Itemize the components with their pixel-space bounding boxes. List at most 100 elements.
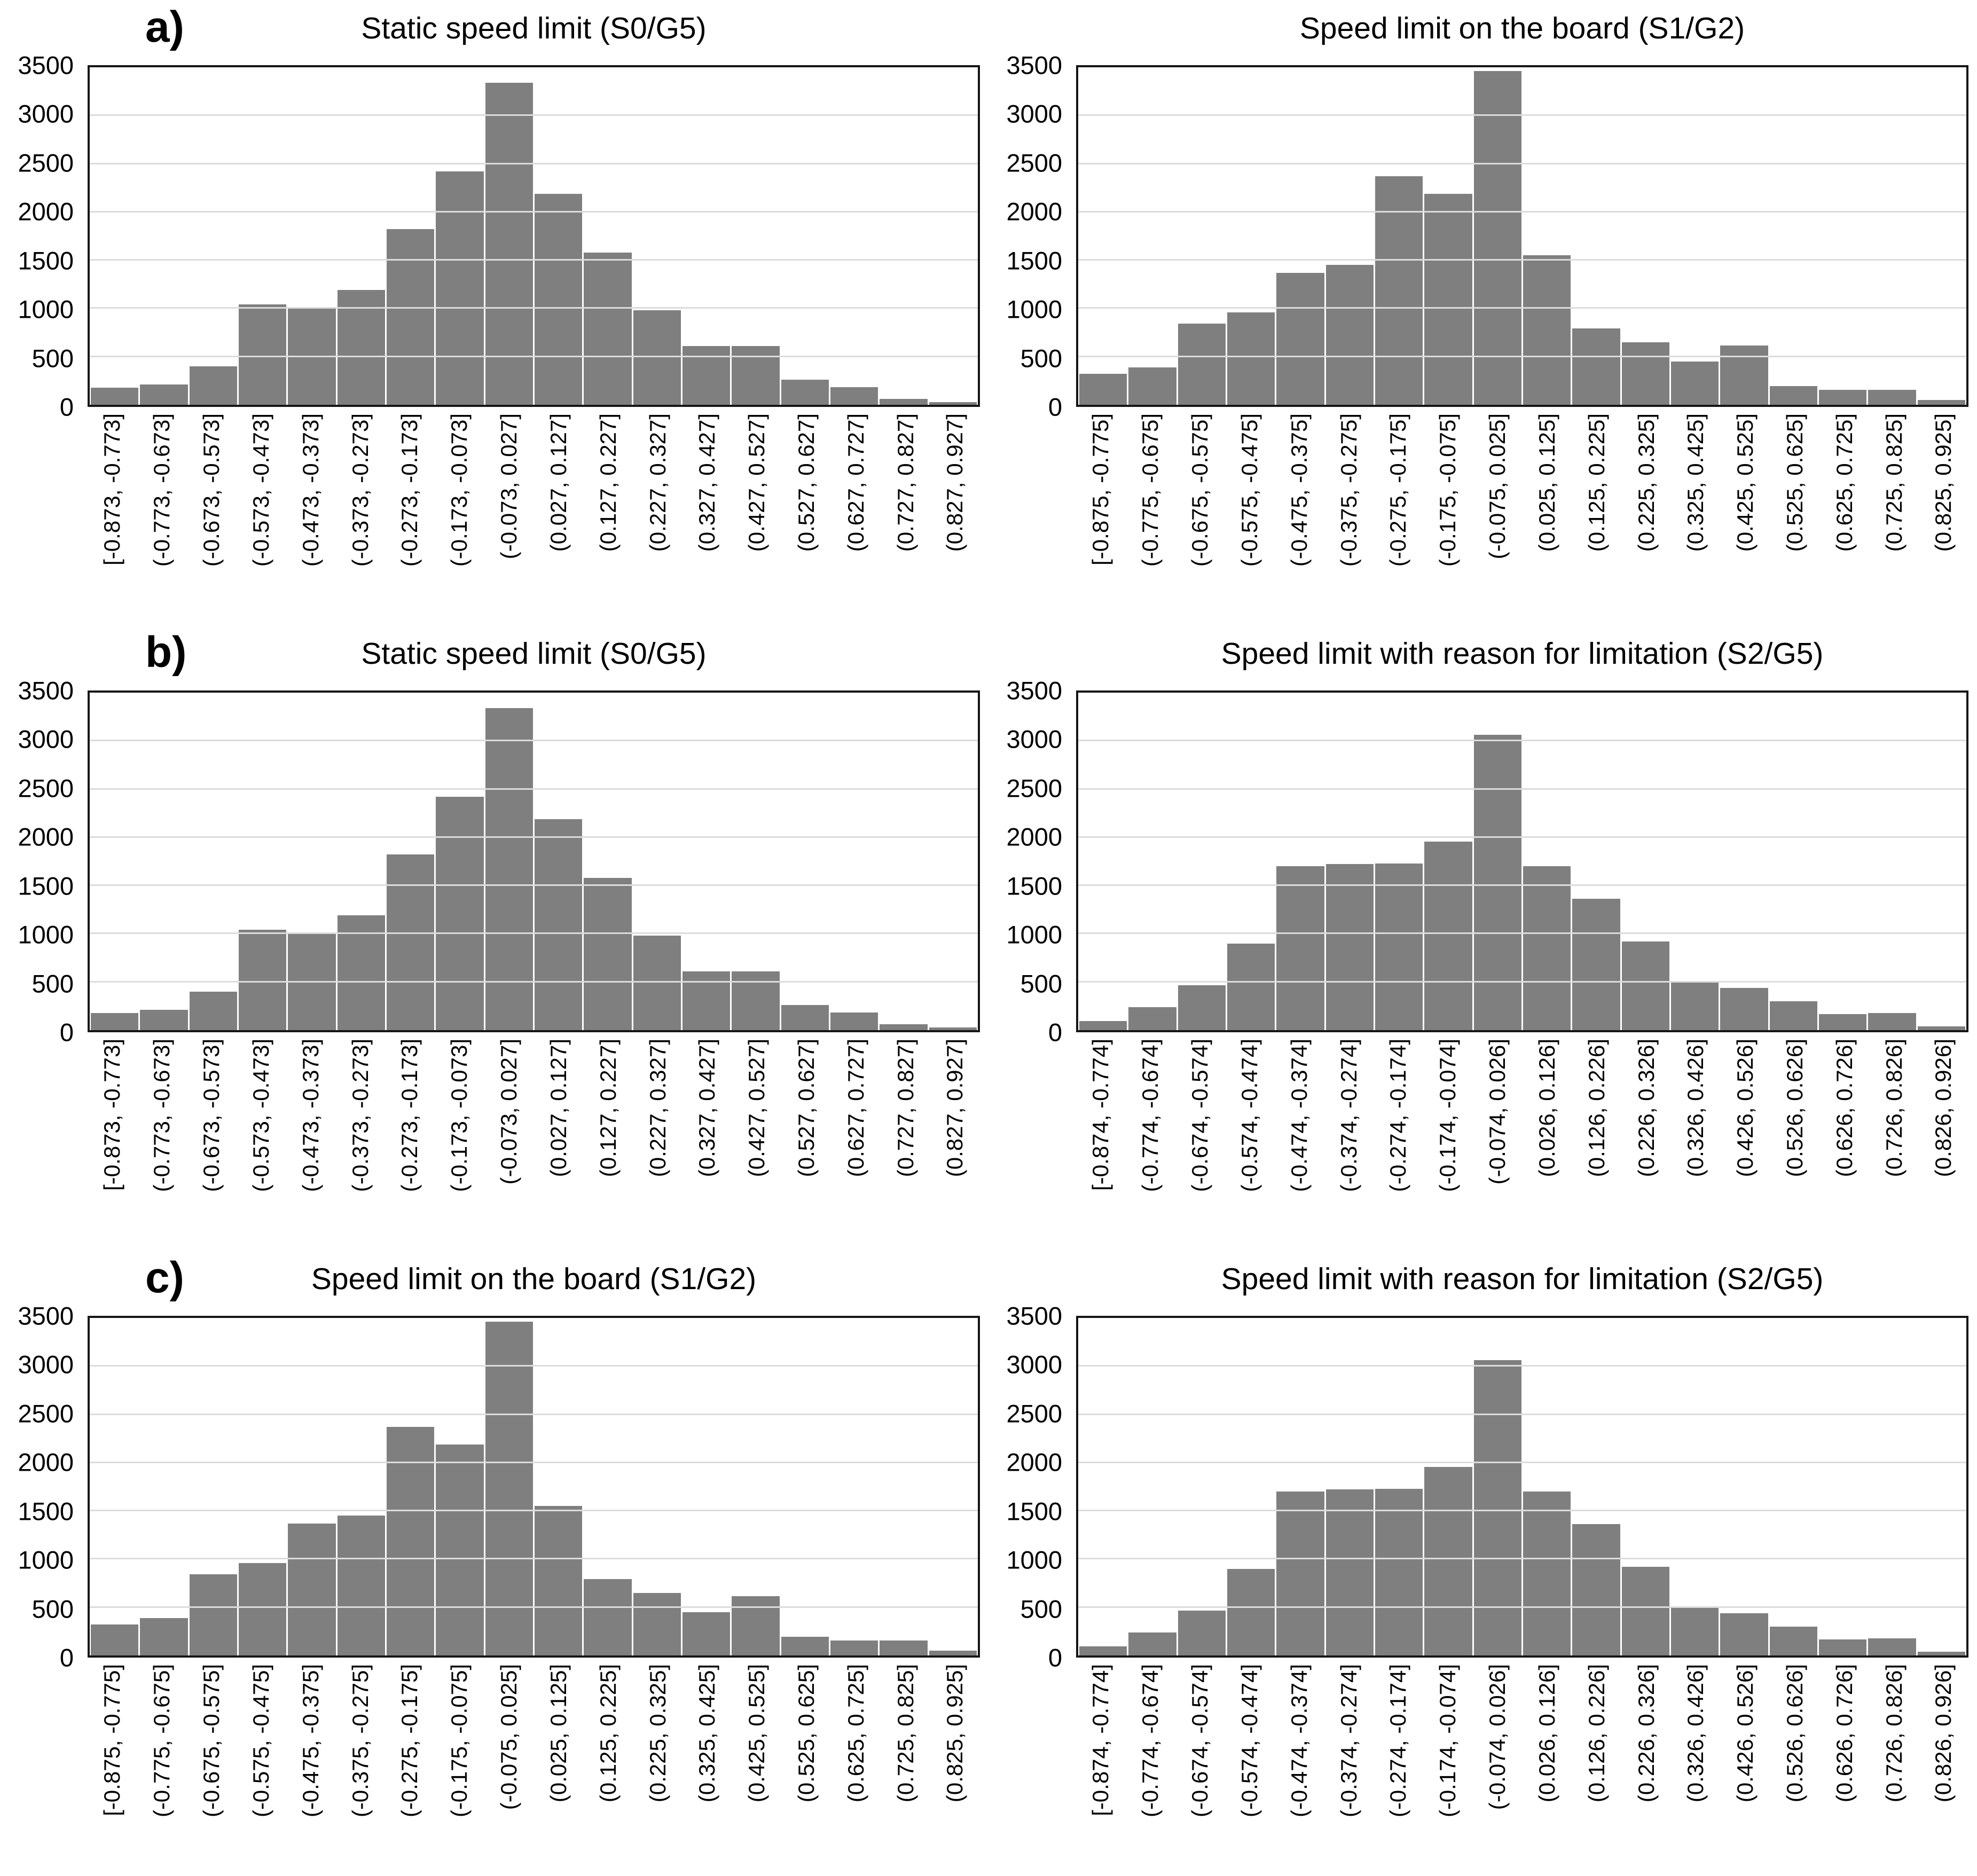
histogram-bar — [1128, 1632, 1176, 1655]
chart-panel-a-left: a) Static speed limit (S0/G5) 3500 3000 25… — [0, 0, 989, 625]
y-tick-label: 3000 — [18, 725, 74, 753]
x-tick-label: (0.625, 0.725] — [1831, 413, 1857, 552]
x-tick-label: (0.025, 0.125] — [545, 1664, 571, 1803]
y-tick-label: 3000 — [1006, 99, 1062, 128]
x-tick-cell: (0.527, 0.627] — [782, 1039, 831, 1223]
x-tick-label: (0.327, 0.427] — [694, 1039, 720, 1178]
histogram-bar — [534, 193, 583, 405]
x-tick-label: (0.027, 0.127] — [545, 413, 571, 552]
chart-title: Speed limit with reason for limitation (… — [1221, 1262, 1824, 1296]
gridline — [1078, 210, 1966, 213]
x-tick-label: (0.126, 0.226] — [1583, 1664, 1609, 1803]
x-tick-cell: (-0.775, -0.675] — [1126, 413, 1175, 598]
x-tick-cell: (0.327, 0.427] — [682, 1039, 732, 1223]
histogram-bar — [830, 387, 878, 405]
x-tick-cell: [-0.875, -0.775] — [88, 1664, 137, 1848]
gridline — [1078, 980, 1966, 983]
y-tick-label: 2000 — [18, 1448, 74, 1477]
y-tick-label: 3500 — [18, 51, 74, 80]
y-tick-label: 500 — [1020, 969, 1062, 998]
x-tick-label: (-0.175, -0.075] — [446, 1664, 472, 1818]
y-tick-label: 1500 — [1006, 1497, 1062, 1526]
x-tick-cell: (-0.375, -0.275] — [335, 1664, 385, 1848]
x-tick-label: (-0.373, -0.273] — [347, 413, 373, 567]
gridline — [1078, 740, 1966, 742]
histogram-bar — [1276, 866, 1324, 1030]
x-tick-cell: (0.625, 0.725] — [1819, 413, 1869, 598]
histogram-bar — [1375, 863, 1423, 1030]
x-tick-label: (0.626, 0.726] — [1831, 1039, 1857, 1178]
x-tick-label: (0.727, 0.827] — [892, 413, 918, 552]
histogram-bar — [880, 399, 928, 405]
histogram-bar — [1769, 1626, 1817, 1655]
x-tick-label: (-0.575, -0.475] — [1236, 413, 1262, 567]
gridline — [90, 355, 978, 357]
x-tick-cell: (-0.273, -0.173] — [385, 413, 435, 598]
x-tick-cell: (0.125, 0.225] — [1572, 413, 1621, 598]
histogram-bar — [238, 930, 287, 1030]
histogram-bar — [1424, 1466, 1472, 1655]
y-tick-label: 2000 — [18, 822, 74, 851]
bars — [91, 1318, 977, 1655]
gridline — [90, 836, 978, 838]
histogram-bar — [1572, 1524, 1620, 1655]
gridline — [1078, 1606, 1966, 1608]
histogram-bar — [1473, 1360, 1521, 1655]
histogram-bar — [1868, 390, 1916, 405]
histogram-bar — [1720, 1613, 1768, 1655]
x-tick-label: (0.326, 0.426] — [1683, 1039, 1708, 1178]
x-tick-label: (0.325, 0.425] — [694, 1664, 720, 1803]
x-tick-label: (0.226, 0.326] — [1633, 1664, 1659, 1803]
x-tick-cell: (-0.673, -0.573] — [187, 413, 237, 598]
bars — [91, 67, 977, 405]
x-tick-cell: (-0.174, -0.074] — [1423, 1039, 1473, 1223]
x-tick-cell: (0.525, 0.625] — [1770, 413, 1820, 598]
x-tick-label: (0.527, 0.627] — [794, 413, 819, 552]
x-tick-cell: (0.226, 0.326] — [1621, 1664, 1671, 1848]
gridline — [90, 740, 978, 742]
x-tick-cell: (0.026, 0.126] — [1522, 1664, 1572, 1848]
histogram-bar — [1227, 312, 1275, 405]
histogram-bar — [880, 1024, 928, 1030]
y-tick-label: 3000 — [1006, 1350, 1062, 1379]
x-tick-label: (0.327, 0.427] — [694, 413, 720, 552]
x-tick-cell: (0.026, 0.126] — [1522, 1039, 1572, 1223]
x-tick-cell: (0.027, 0.127] — [534, 413, 583, 598]
x-tick-cell: (-0.275, -0.175] — [1374, 413, 1423, 598]
y-tick-label: 3000 — [18, 1350, 74, 1379]
histogram-bar — [1621, 342, 1669, 405]
x-tick-cell: (-0.173, -0.073] — [435, 413, 484, 598]
panel-label-b: b) — [145, 628, 187, 677]
x-tick-label: (0.127, 0.227] — [595, 413, 621, 552]
x-tick-cell: (0.325, 0.425] — [682, 1664, 732, 1848]
histogram-bar — [929, 1027, 977, 1030]
histogram-bar — [91, 387, 139, 405]
histogram-bar — [682, 346, 731, 405]
histogram-bar — [436, 171, 484, 405]
chart-title: Speed limit on the board (S1/G2) — [1299, 11, 1745, 45]
x-tick-cell: (0.326, 0.426] — [1671, 1039, 1721, 1223]
x-tick-label: (0.725, 0.825] — [1881, 413, 1907, 552]
x-tick-label: [-0.875, -0.775] — [99, 1664, 125, 1816]
histogram-bar — [1818, 390, 1867, 405]
x-tick-cell: (0.725, 0.825] — [1869, 413, 1919, 598]
x-tick-label: (0.325, 0.425] — [1683, 413, 1708, 552]
x-tick-cell: (-0.175, -0.075] — [1423, 413, 1473, 598]
x-tick-label: [-0.874, -0.774] — [1088, 1664, 1113, 1816]
y-tick-label: 2500 — [18, 1399, 74, 1428]
x-tick-cell: (-0.473, -0.373] — [286, 1039, 335, 1223]
x-tick-label: (0.427, 0.527] — [744, 1039, 770, 1178]
y-tick-label: 500 — [32, 344, 74, 373]
x-tick-label: (0.425, 0.525] — [744, 1664, 770, 1803]
x-tick-label: [-0.873, -0.773] — [99, 1039, 125, 1191]
chart-body: 3500 3000 2500 2000 1500 1000 500 0 — [0, 677, 989, 1047]
x-tick-cell: (-0.274, -0.174] — [1374, 1664, 1423, 1848]
x-tick-cell: [-0.873, -0.773] — [88, 1039, 137, 1223]
y-tick-label: 2500 — [18, 774, 74, 803]
histogram-bar — [1128, 1007, 1176, 1030]
gridline — [1078, 1365, 1966, 1367]
x-tick-label: (0.725, 0.825] — [892, 1664, 918, 1803]
y-tick-label: 1500 — [18, 246, 74, 275]
chart-body: 3500 3000 2500 2000 1500 1000 500 0 — [989, 51, 1977, 421]
x-tick-cell: (0.626, 0.726] — [1819, 1664, 1869, 1848]
